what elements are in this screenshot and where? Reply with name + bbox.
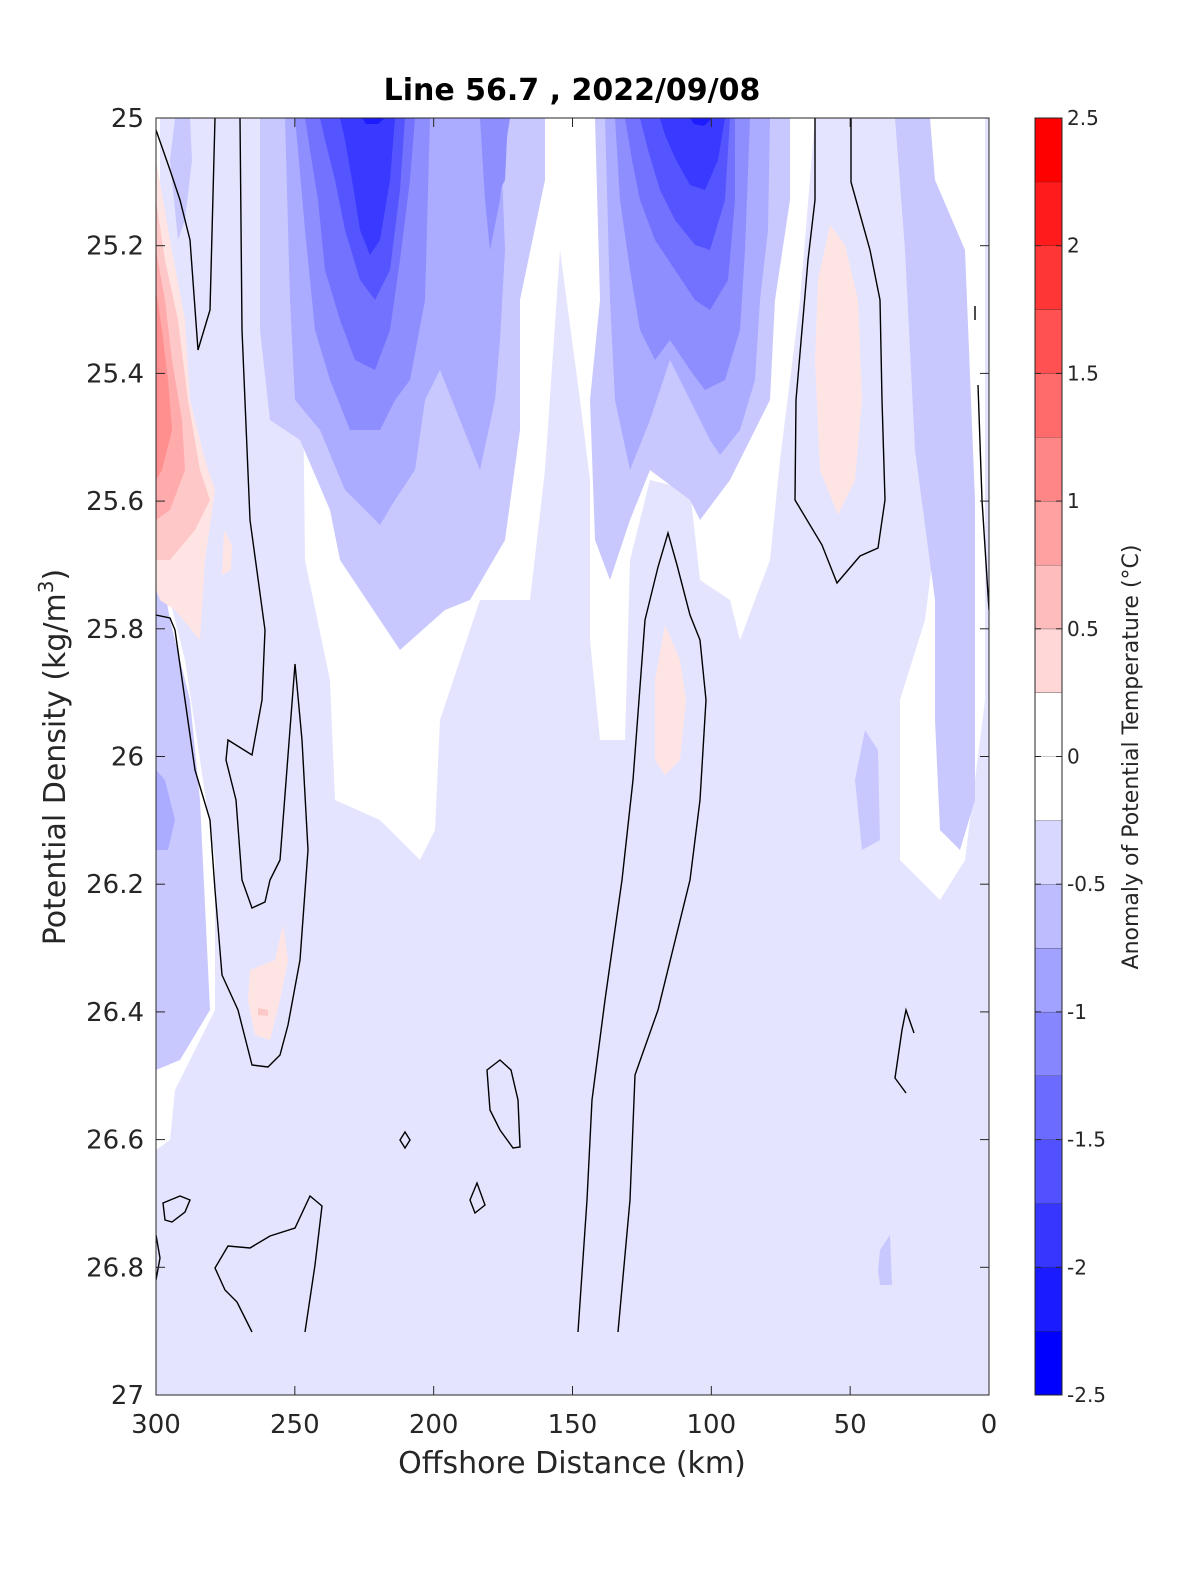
colorbar-swatch	[1035, 501, 1062, 565]
contour-fill-level-p1p0	[156, 290, 172, 480]
colorbar-swatch	[1035, 1203, 1062, 1268]
zero-contour-12	[156, 1234, 161, 1281]
zero-contour-10	[162, 1195, 191, 1223]
x-tick-label: 300	[131, 1410, 181, 1440]
colorbar-tick-label: -2.5	[1067, 1383, 1106, 1407]
colorbar-swatch	[1035, 1011, 1062, 1076]
colorbar-swatch	[1035, 118, 1062, 182]
colorbar-swatch	[1035, 884, 1062, 949]
chart-title: Line 56.7 , 2022/09/08	[384, 73, 761, 108]
colorbar-swatch	[1035, 1331, 1062, 1395]
colorbar-swatch	[1035, 948, 1062, 1012]
contour-fill-level-m1p75	[340, 118, 725, 255]
colorbar-tick-label: 0	[1067, 745, 1080, 769]
y-tick-label: 26	[111, 743, 144, 773]
colorbar-tick-label: -2	[1067, 1255, 1087, 1279]
y-tick-label: 26.2	[86, 870, 144, 900]
colorbar-swatch	[1035, 1139, 1062, 1204]
y-tick-label: 26.4	[86, 998, 144, 1028]
colorbar: 2.5 2 1.5 1 0.5 0 -0.5 -1 -1.5 -2 -2.5 Anomaly of …	[1034, 106, 1144, 1407]
zero-contour-9	[469, 1181, 486, 1215]
colorbar-tick-label: -0.5	[1067, 872, 1106, 896]
x-axis-ticks: 300 250 200 150 100 50 0	[131, 118, 997, 1440]
zero-contour-13	[894, 1007, 915, 1094]
x-axis-title: Offshore Distance (km)	[398, 1446, 746, 1481]
colorbar-swatch	[1035, 1075, 1062, 1140]
y-tick-label: 26.6	[86, 1126, 144, 1156]
contour-fill-level-m1p0	[295, 118, 750, 430]
y-tick-label: 25.2	[86, 232, 144, 262]
y-axis-title: Potential Density (kg/m3)	[34, 569, 73, 945]
colorbar-tick-label: -1	[1067, 1000, 1087, 1024]
y-tick-label: 25.8	[86, 615, 144, 645]
zero-contour-8	[399, 1130, 411, 1150]
colorbar-swatch	[1035, 692, 1062, 757]
colorbar-ticks: 2.5 2 1.5 1 0.5 0 -0.5 -1 -1.5 -2 -2.5	[1035, 106, 1106, 1407]
x-tick-label: 150	[548, 1410, 598, 1440]
zero-contour-7	[486, 1059, 521, 1149]
y-tick-label: 27	[111, 1381, 144, 1411]
x-tick-label: 250	[270, 1410, 320, 1440]
colorbar-tick-label: 1	[1067, 489, 1080, 513]
y-axis-title-close: )	[38, 569, 73, 581]
y-tick-label: 25.4	[86, 359, 144, 389]
colorbar-tick-label: -1.5	[1067, 1128, 1106, 1152]
y-axis-title-superscript: 3	[34, 580, 58, 593]
colorbar-swatch	[1035, 628, 1062, 693]
plot-area	[156, 118, 989, 1395]
zero-contour-5	[977, 384, 989, 611]
zero-contour-2	[156, 118, 309, 1068]
colorbar-swatch	[1035, 820, 1062, 885]
colorbar-tick-label: 2	[1067, 234, 1080, 258]
y-tick-label: 26.8	[86, 1253, 144, 1283]
x-tick-label: 100	[687, 1410, 737, 1440]
zero-contour-3	[577, 530, 707, 1333]
zero-contour-11	[214, 1194, 323, 1333]
colorbar-swatch	[1035, 373, 1062, 438]
colorbar-tick-label: 2.5	[1067, 106, 1099, 130]
x-tick-label: 50	[834, 1410, 867, 1440]
colorbar-swatch	[1035, 181, 1062, 246]
y-axis-ticks: 25 25.2 25.4 25.6 25.8 26 26.2 26.4 26.6 26.8 27	[86, 104, 989, 1411]
colorbar-swatch	[1035, 564, 1062, 629]
colorbar-title: Anomaly of Potential Temperature (°C)	[1119, 545, 1144, 970]
contour-fill-level-m0p75	[156, 118, 770, 850]
zero-contour-4	[794, 118, 886, 585]
colorbar-tick-label: 0.5	[1067, 617, 1099, 641]
zero-contour-1	[156, 118, 216, 351]
contour-fill-level-m0p25	[156, 118, 989, 1395]
colorbar-tick-label: 1.5	[1067, 361, 1099, 385]
colorbar-swatch	[1035, 245, 1062, 310]
contour-fill-level-p0p5	[156, 200, 268, 1016]
y-tick-label: 25.6	[86, 487, 144, 517]
x-tick-label: 0	[981, 1410, 998, 1440]
colorbar-swatch	[1035, 1267, 1062, 1332]
y-tick-label: 25	[111, 104, 144, 134]
colorbar-swatch	[1035, 437, 1062, 502]
y-axis-title-main: Potential Density (kg/m	[38, 593, 73, 945]
colorbar-swatch	[1035, 309, 1062, 374]
colorbar-swatch	[1035, 756, 1062, 821]
zero-contour-lines	[156, 118, 989, 1333]
x-tick-label: 200	[409, 1410, 459, 1440]
